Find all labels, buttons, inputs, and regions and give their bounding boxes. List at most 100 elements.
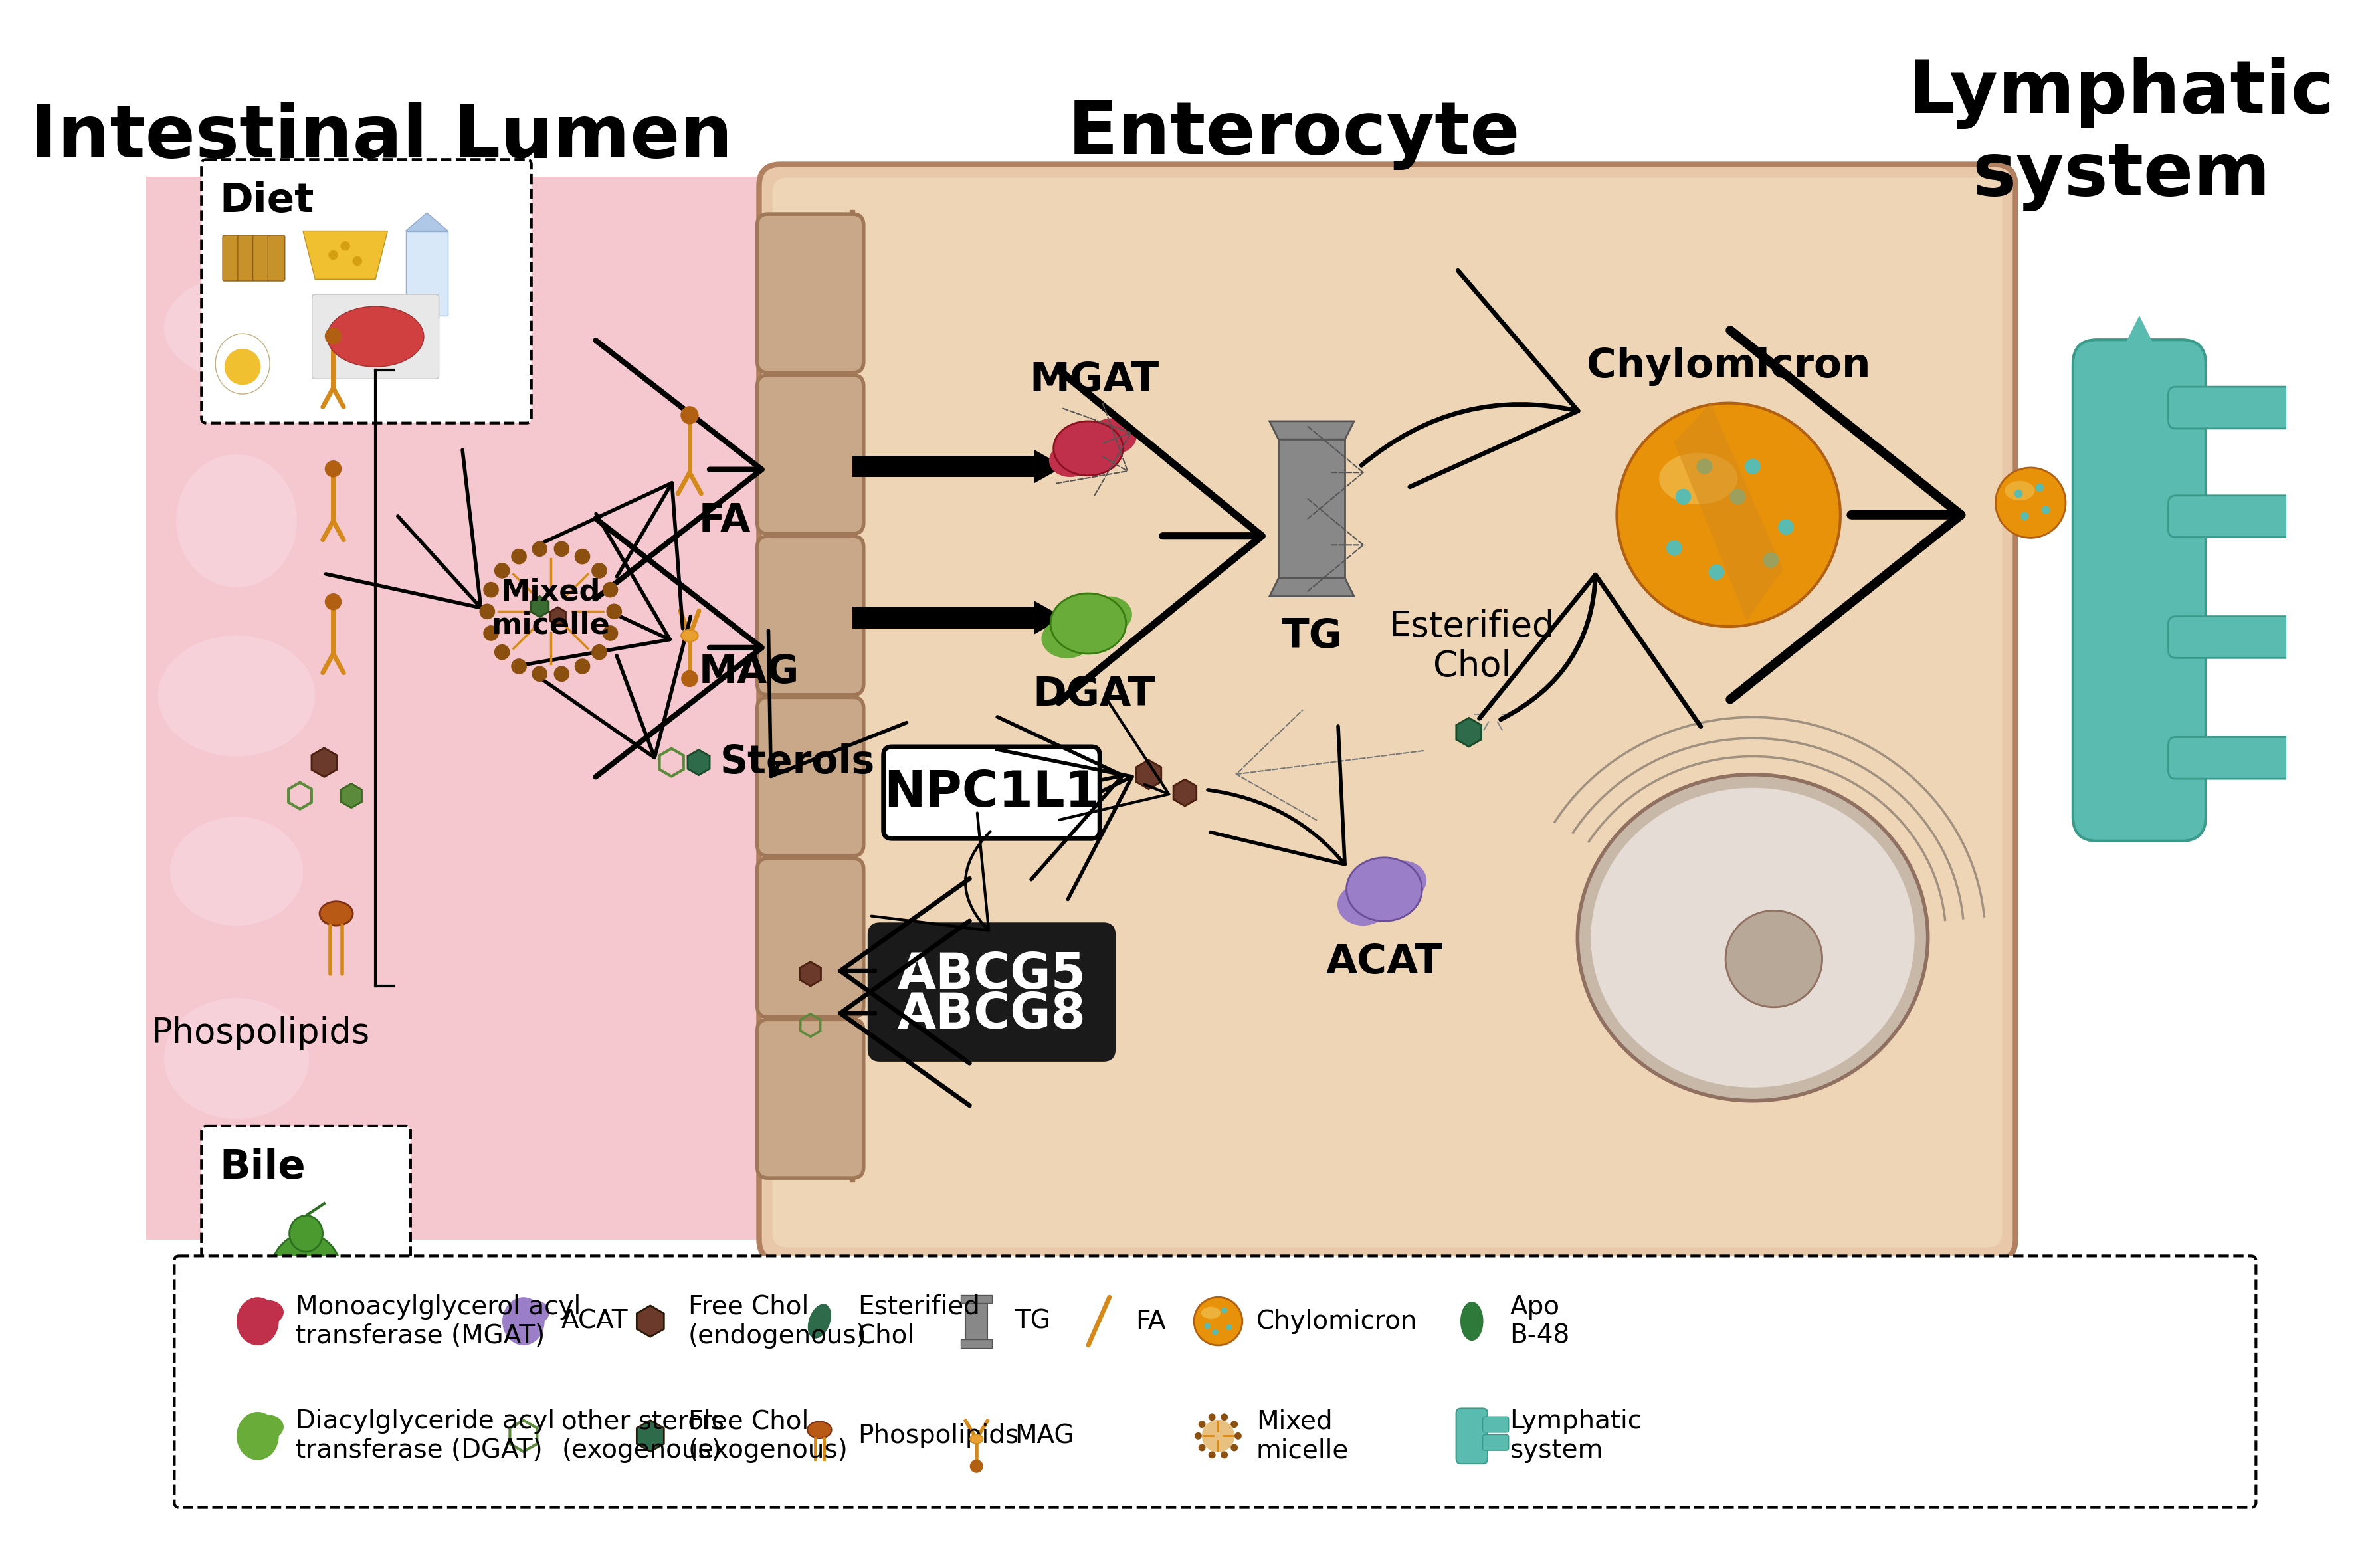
Ellipse shape [254, 1414, 285, 1439]
FancyBboxPatch shape [174, 1256, 2255, 1507]
Text: Esterified
Chol: Esterified Chol [1389, 610, 1554, 684]
Ellipse shape [501, 1297, 544, 1345]
Text: Lymphatic
system: Lymphatic system [1907, 56, 2335, 212]
Text: Free Chol
(exogenous): Free Chol (exogenous) [687, 1408, 847, 1463]
Text: MAG: MAG [1015, 1424, 1073, 1449]
Ellipse shape [158, 635, 315, 756]
Circle shape [1231, 1421, 1238, 1428]
Circle shape [2041, 506, 2050, 514]
Ellipse shape [1201, 1306, 1222, 1319]
FancyBboxPatch shape [772, 177, 2003, 1248]
Circle shape [1226, 1325, 1231, 1330]
Text: Apo
B-48: Apo B-48 [1509, 1294, 1570, 1348]
FancyBboxPatch shape [2168, 737, 2305, 779]
FancyBboxPatch shape [758, 1019, 864, 1178]
Circle shape [970, 1460, 984, 1472]
Circle shape [483, 626, 499, 641]
Ellipse shape [1050, 444, 1092, 477]
Polygon shape [304, 230, 388, 279]
Text: MGAT: MGAT [1029, 361, 1158, 400]
Text: Sterols: Sterols [720, 743, 876, 781]
Bar [146, 177, 786, 1240]
Circle shape [1203, 1419, 1233, 1452]
Ellipse shape [254, 1300, 285, 1325]
Bar [852, 607, 1033, 629]
FancyBboxPatch shape [758, 536, 864, 695]
Circle shape [1709, 564, 1725, 580]
FancyBboxPatch shape [869, 924, 1113, 1060]
Circle shape [494, 644, 511, 660]
Polygon shape [1457, 718, 1481, 746]
FancyBboxPatch shape [758, 858, 864, 1018]
Circle shape [532, 666, 548, 682]
Circle shape [603, 626, 619, 641]
Polygon shape [800, 961, 822, 986]
Circle shape [2015, 489, 2022, 499]
Circle shape [1198, 1444, 1205, 1452]
Text: Mixed
micelle: Mixed micelle [1257, 1408, 1349, 1463]
Polygon shape [405, 230, 447, 315]
Circle shape [1996, 467, 2064, 538]
FancyBboxPatch shape [2168, 387, 2305, 428]
Ellipse shape [1052, 594, 1125, 652]
Circle shape [1744, 458, 1761, 475]
Text: Free Chol
(endogenous): Free Chol (endogenous) [687, 1294, 866, 1348]
Ellipse shape [177, 455, 297, 588]
Circle shape [1676, 489, 1690, 505]
Ellipse shape [165, 999, 308, 1120]
Bar [960, 1339, 993, 1348]
Text: Chylomicron: Chylomicron [1257, 1309, 1417, 1334]
Text: Enterocyte: Enterocyte [1066, 99, 1521, 169]
Text: other sterols
(exogenous): other sterols (exogenous) [563, 1408, 725, 1463]
Circle shape [1231, 1444, 1238, 1452]
Circle shape [341, 241, 351, 251]
FancyBboxPatch shape [2074, 340, 2206, 840]
Text: Bile: Bile [219, 1148, 306, 1187]
FancyBboxPatch shape [1483, 1435, 1509, 1450]
Circle shape [1233, 1433, 1241, 1439]
Circle shape [1697, 458, 1711, 475]
Text: ABCG5: ABCG5 [897, 950, 1085, 999]
Circle shape [603, 582, 619, 597]
Text: MAG: MAG [699, 652, 798, 691]
Ellipse shape [320, 902, 353, 925]
Circle shape [325, 328, 341, 345]
Polygon shape [2116, 315, 2163, 364]
Circle shape [325, 461, 341, 477]
Circle shape [1725, 911, 1822, 1007]
Circle shape [574, 659, 591, 674]
Polygon shape [311, 748, 337, 778]
Bar [960, 1295, 993, 1303]
Ellipse shape [520, 1300, 548, 1325]
Polygon shape [1269, 579, 1354, 596]
Circle shape [1205, 1323, 1210, 1330]
Ellipse shape [1591, 787, 1914, 1088]
Circle shape [1730, 489, 1744, 505]
Circle shape [1198, 1421, 1205, 1428]
Ellipse shape [807, 1422, 831, 1438]
Ellipse shape [2006, 481, 2034, 500]
Ellipse shape [807, 1305, 831, 1339]
Circle shape [483, 582, 499, 597]
Ellipse shape [1040, 619, 1092, 659]
Circle shape [511, 659, 527, 674]
Circle shape [511, 549, 527, 564]
Ellipse shape [169, 817, 304, 925]
Circle shape [553, 666, 570, 682]
FancyBboxPatch shape [252, 235, 271, 281]
Circle shape [1193, 1433, 1203, 1439]
Ellipse shape [235, 1297, 278, 1345]
Ellipse shape [235, 1411, 278, 1460]
FancyBboxPatch shape [268, 235, 285, 281]
FancyBboxPatch shape [758, 213, 864, 373]
Circle shape [327, 251, 339, 260]
Ellipse shape [1055, 422, 1123, 475]
Circle shape [1222, 1452, 1229, 1458]
Polygon shape [1137, 760, 1161, 789]
Circle shape [2020, 511, 2029, 521]
FancyBboxPatch shape [758, 375, 864, 533]
Ellipse shape [1050, 593, 1125, 654]
Text: Phospolipids: Phospolipids [857, 1424, 1019, 1449]
FancyBboxPatch shape [224, 235, 240, 281]
Polygon shape [636, 1306, 664, 1338]
